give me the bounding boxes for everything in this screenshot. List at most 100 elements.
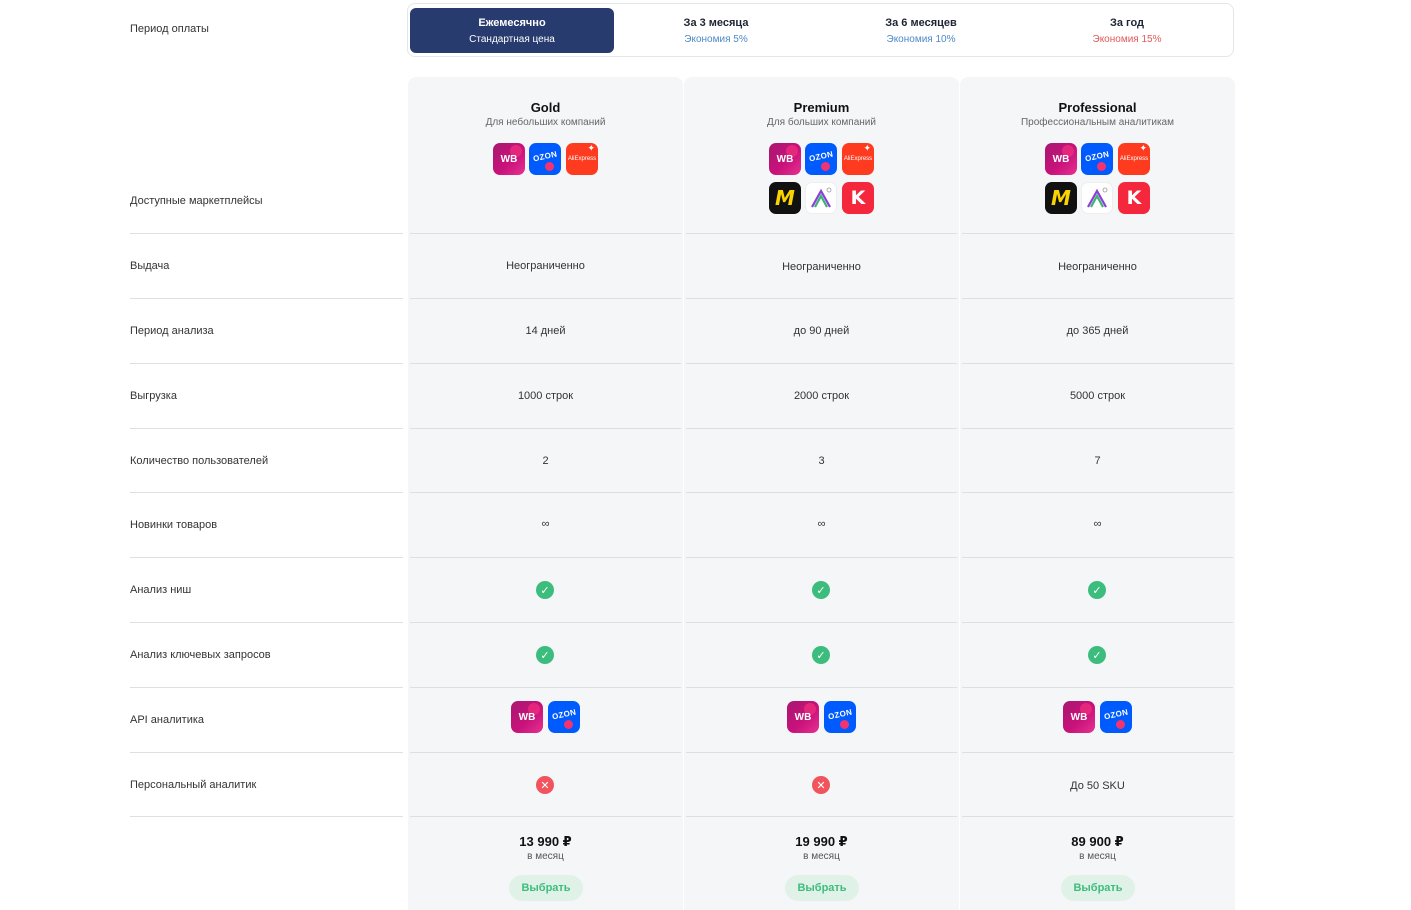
row-divider bbox=[962, 687, 1233, 688]
row-divider bbox=[962, 752, 1233, 753]
users-value: 2 bbox=[542, 455, 549, 467]
analyst-value: До 50 SKU bbox=[1070, 780, 1125, 792]
output-value: Неограниченно bbox=[506, 260, 585, 272]
price-period: в месяц bbox=[1079, 851, 1116, 862]
row-divider bbox=[410, 233, 681, 234]
ozon-logo-text: OZON bbox=[827, 707, 853, 721]
ozon-icon: OZON bbox=[529, 143, 561, 175]
plan-price: 13 990 ₽ bbox=[519, 834, 572, 849]
row-divider bbox=[686, 363, 957, 364]
wb-logo-text: WB bbox=[794, 711, 812, 723]
ozon-icon: OZON bbox=[1081, 143, 1113, 175]
row-divider bbox=[130, 492, 403, 493]
ali-logo-text: AliExpress bbox=[843, 156, 873, 162]
ozon-logo-text: OZON bbox=[808, 149, 834, 163]
megamarket-logo bbox=[811, 187, 832, 208]
plan-price: 89 900 ₽ bbox=[1071, 834, 1124, 849]
period-value: до 365 дней bbox=[1066, 325, 1129, 337]
plan-column-premium: Premium Для больших компаний WB OZON Ali… bbox=[684, 77, 959, 910]
row-label-period: Период анализа bbox=[130, 325, 214, 337]
yandex-market-icon: M bbox=[769, 182, 801, 214]
row-divider bbox=[686, 428, 957, 429]
row-divider bbox=[130, 557, 403, 558]
row-divider bbox=[130, 363, 403, 364]
export-value: 2000 строк bbox=[793, 390, 850, 402]
billing-period-selector: Ежемесячно Стандартная цена За 3 месяца … bbox=[407, 3, 1234, 57]
new-items-value: ∞ bbox=[817, 518, 826, 530]
megamarket-logo bbox=[1087, 187, 1108, 208]
check-icon: ✓ bbox=[536, 646, 554, 664]
new-items-value: ∞ bbox=[1093, 518, 1102, 530]
plan-column-professional: Professional Профессиональным аналитикам… bbox=[960, 77, 1235, 910]
row-divider bbox=[130, 622, 403, 623]
row-divider bbox=[686, 752, 957, 753]
aliexpress-icon: AliExpress bbox=[842, 143, 874, 175]
row-divider bbox=[130, 687, 403, 688]
billing-option-6-months[interactable]: За 6 месяцев Экономия 10% bbox=[819, 8, 1023, 53]
row-divider bbox=[686, 687, 957, 688]
select-plan-button[interactable]: Выбрать bbox=[785, 875, 859, 901]
price-period: в месяц bbox=[527, 851, 564, 862]
row-divider bbox=[410, 816, 681, 817]
wildberries-icon: WB bbox=[511, 701, 543, 733]
row-label-export: Выгрузка bbox=[130, 390, 177, 402]
select-plan-button[interactable]: Выбрать bbox=[509, 875, 583, 901]
row-divider bbox=[410, 363, 681, 364]
aliexpress-icon: AliExpress bbox=[566, 143, 598, 175]
ozon-logo-text: OZON bbox=[532, 149, 558, 163]
aliexpress-icon: AliExpress bbox=[1118, 143, 1150, 175]
check-icon: ✓ bbox=[536, 581, 554, 599]
row-divider bbox=[686, 816, 957, 817]
billing-option-title: За 6 месяцев bbox=[885, 16, 957, 29]
wb-logo-text: WB bbox=[1070, 711, 1088, 723]
users-value: 3 bbox=[818, 455, 825, 467]
billing-option-subtitle: Экономия 10% bbox=[886, 33, 956, 45]
megamarket-icon bbox=[1081, 182, 1113, 214]
billing-option-3-months[interactable]: За 3 месяца Экономия 5% bbox=[614, 8, 818, 53]
row-divider bbox=[686, 622, 957, 623]
plan-name: Professional bbox=[1058, 100, 1137, 115]
wb-logo-text: WB bbox=[1052, 153, 1070, 165]
wildberries-icon: WB bbox=[1045, 143, 1077, 175]
row-label-api: API аналитика bbox=[130, 714, 205, 726]
kazanexpress-icon: K bbox=[1118, 182, 1150, 214]
row-label-new-items: Новинки товаров bbox=[130, 519, 218, 531]
plan-column-gold: Gold Для небольших компаний WB OZON AliE… bbox=[408, 77, 683, 910]
ali-logo-text: AliExpress bbox=[1119, 156, 1149, 162]
row-divider bbox=[962, 492, 1233, 493]
yandex-market-icon: M bbox=[1045, 182, 1077, 214]
row-divider bbox=[130, 233, 403, 234]
wildberries-icon: WB bbox=[1063, 701, 1095, 733]
cross-icon: ✕ bbox=[536, 776, 554, 794]
row-divider bbox=[130, 752, 403, 753]
row-label-personal-analyst: Персональный аналитик bbox=[130, 779, 257, 791]
cross-icon: ✕ bbox=[812, 776, 830, 794]
row-divider bbox=[686, 492, 957, 493]
billing-option-year[interactable]: За год Экономия 15% bbox=[1025, 8, 1229, 53]
billing-option-subtitle: Экономия 5% bbox=[684, 33, 748, 45]
row-label-output: Выдача bbox=[130, 260, 170, 272]
plan-subtitle: Для больших компаний bbox=[767, 117, 876, 128]
row-divider bbox=[410, 428, 681, 429]
plan-name: Gold bbox=[530, 100, 561, 115]
export-value: 5000 строк bbox=[1069, 390, 1126, 402]
row-divider bbox=[686, 233, 957, 234]
kazanexpress-icon: K bbox=[842, 182, 874, 214]
ali-logo-text: AliExpress bbox=[567, 156, 597, 162]
plan-subtitle: Для небольших компаний bbox=[485, 117, 606, 128]
billing-option-subtitle: Экономия 15% bbox=[1092, 33, 1162, 45]
export-value: 1000 строк bbox=[517, 390, 574, 402]
output-value: Неограниченно bbox=[1058, 261, 1137, 273]
wb-logo-text: WB bbox=[518, 711, 536, 723]
row-divider bbox=[686, 298, 957, 299]
select-plan-button[interactable]: Выбрать bbox=[1061, 875, 1135, 901]
check-icon: ✓ bbox=[1088, 581, 1106, 599]
billing-option-monthly[interactable]: Ежемесячно Стандартная цена bbox=[410, 8, 614, 53]
users-value: 7 bbox=[1094, 455, 1101, 467]
check-icon: ✓ bbox=[812, 581, 830, 599]
plan-name: Premium bbox=[793, 100, 850, 115]
row-label-marketplaces: Доступные маркетплейсы bbox=[130, 195, 263, 207]
new-items-value: ∞ bbox=[541, 518, 550, 530]
megamarket-icon bbox=[805, 182, 837, 214]
ozon-logo-text: OZON bbox=[551, 707, 577, 721]
